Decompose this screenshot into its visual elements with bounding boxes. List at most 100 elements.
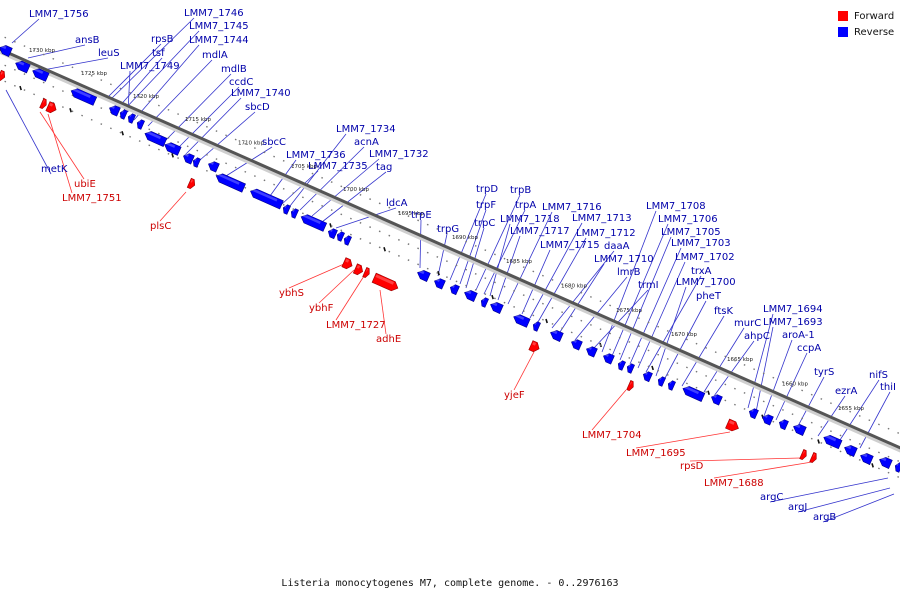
gene-highlight xyxy=(780,419,784,423)
leader-line xyxy=(117,57,163,109)
leader-line xyxy=(663,300,707,381)
reverse-gene-label-lmm7-1749: LMM7_1749 xyxy=(120,61,180,72)
axis-tick-label: 1690 kbp xyxy=(452,235,478,241)
reverse-gene-shape xyxy=(0,45,13,57)
gene-highlight xyxy=(251,188,278,202)
gene-label-text: ubiE xyxy=(74,179,96,190)
axis-tick-mark xyxy=(69,107,72,113)
gene-highlight xyxy=(728,420,735,425)
forward-gene-arrow xyxy=(186,177,196,190)
axis-tick-label: 1715 kbp xyxy=(185,117,211,123)
gene-highlight xyxy=(491,301,498,307)
leader-line xyxy=(183,97,242,157)
reverse-gene-label-daaa: daaA xyxy=(604,241,630,252)
gene-label-text: lmrB xyxy=(617,267,641,278)
leader-line xyxy=(775,352,808,421)
leader-line xyxy=(159,191,187,222)
gene-label-text: tsf xyxy=(152,48,165,59)
forward-gene-label-ubie: ubiE xyxy=(74,179,96,190)
leader-line xyxy=(703,327,745,393)
reverse-gene-shape xyxy=(860,453,874,465)
forward-gene-shape xyxy=(341,257,353,270)
forward-gene-label-rpsd: rpsD xyxy=(680,461,704,472)
reverse-gene-label-lmm7-1746: LMM7_1746 xyxy=(184,8,244,19)
gene-highlight xyxy=(684,385,699,395)
gene-highlight xyxy=(43,99,45,103)
axis-tick-mark xyxy=(491,294,494,300)
gene-label-text: trpB xyxy=(510,185,531,196)
gene-label-text: plsC xyxy=(150,221,171,232)
reverse-gene-arrow xyxy=(449,284,460,296)
gene-label-text: LMM7_1693 xyxy=(763,317,823,328)
gene-highlight xyxy=(514,313,525,320)
reverse-gene-arrow xyxy=(894,462,900,473)
axis-tick-mark xyxy=(329,223,332,228)
leader-line xyxy=(619,236,672,361)
gene-label-text: murC xyxy=(734,318,761,329)
reverse-gene-arrow xyxy=(192,157,201,168)
gene-label-text: ccdC xyxy=(229,77,253,88)
gene-label-text: rpsB xyxy=(151,34,174,45)
gene-highlight xyxy=(435,278,440,282)
reverse-gene-arrow xyxy=(860,452,874,465)
gene-label-text: thiI xyxy=(880,382,896,393)
leader-line xyxy=(11,18,40,44)
reverse-gene-arrow xyxy=(282,204,291,215)
reverse-gene-shape xyxy=(844,445,858,457)
reverse-gene-arrow xyxy=(136,119,145,130)
gene-highlight xyxy=(465,289,472,295)
gene-label-text: trpE xyxy=(411,210,432,221)
reverse-gene-shape xyxy=(464,290,478,302)
forward-gene-arrow xyxy=(528,340,540,353)
leader-line xyxy=(797,487,891,513)
forward-gene-label-plsc: plsC xyxy=(150,221,171,232)
reverse-gene-shape xyxy=(183,153,195,165)
gene-label-text: nifS xyxy=(869,370,888,381)
gene-label-text: trpG xyxy=(437,224,459,235)
reverse-gene-arrow xyxy=(778,419,789,431)
reverse-gene-shape xyxy=(550,330,564,342)
axis-tick-label: 1660 kbp xyxy=(782,381,808,387)
gene-label-text: LMM7_1695 xyxy=(626,448,686,459)
leader-line xyxy=(489,223,511,297)
reverse-gene-label-lmm7-1700: LMM7_1700 xyxy=(676,277,736,288)
gene-label-text: trpF xyxy=(476,200,496,211)
reverse-gene-label-nifs: nifS xyxy=(869,370,888,381)
reverse-gene-label-trpe: trpE xyxy=(411,210,432,221)
leader-line xyxy=(559,263,605,333)
gene-highlight xyxy=(630,381,632,385)
reverse-gene-label-rpsb: rpsB xyxy=(151,34,174,45)
reverse-gene-arrow xyxy=(250,188,284,210)
reverse-gene-label-lmm7-1705: LMM7_1705 xyxy=(661,227,721,238)
reverse-gene-label-trxa: trxA xyxy=(691,266,712,277)
reverse-gene-arrow xyxy=(183,153,195,165)
reverse-gene-arrow xyxy=(682,385,706,402)
gene-highlight xyxy=(49,102,54,107)
axis-tick-mark xyxy=(707,390,710,395)
reverse-gene-label-lmm7-1736: LMM7_1736 xyxy=(286,150,346,161)
gene-highlight xyxy=(121,109,124,113)
gene-label-text: trmI xyxy=(638,280,659,291)
forward-gene-shape xyxy=(45,101,57,114)
reverse-gene-arrow xyxy=(711,394,723,406)
gene-label-text: LMM7_1749 xyxy=(120,61,180,72)
reverse-gene-shape xyxy=(343,235,352,246)
reverse-gene-shape xyxy=(434,278,446,290)
gene-label-text: metK xyxy=(41,164,68,175)
reverse-gene-arrow xyxy=(327,228,338,240)
gene-label-text: ccpA xyxy=(797,343,821,354)
reverse-gene-label-acna: acnA xyxy=(354,137,379,148)
gene-highlight xyxy=(302,213,321,224)
gene-label-text: rpsD xyxy=(680,461,704,472)
reverse-gene-shape xyxy=(879,457,893,469)
gene-label-text: trpC xyxy=(474,218,495,229)
reverse-gene-arrow xyxy=(879,456,893,469)
gene-highlight xyxy=(0,44,7,50)
leader-line xyxy=(755,326,774,413)
forward-gene-arrow xyxy=(362,267,370,279)
leader-line xyxy=(335,207,397,229)
reverse-gene-arrow xyxy=(748,408,759,420)
gene-highlight xyxy=(825,434,837,442)
gene-highlight xyxy=(375,274,395,285)
gene-highlight xyxy=(329,228,333,232)
